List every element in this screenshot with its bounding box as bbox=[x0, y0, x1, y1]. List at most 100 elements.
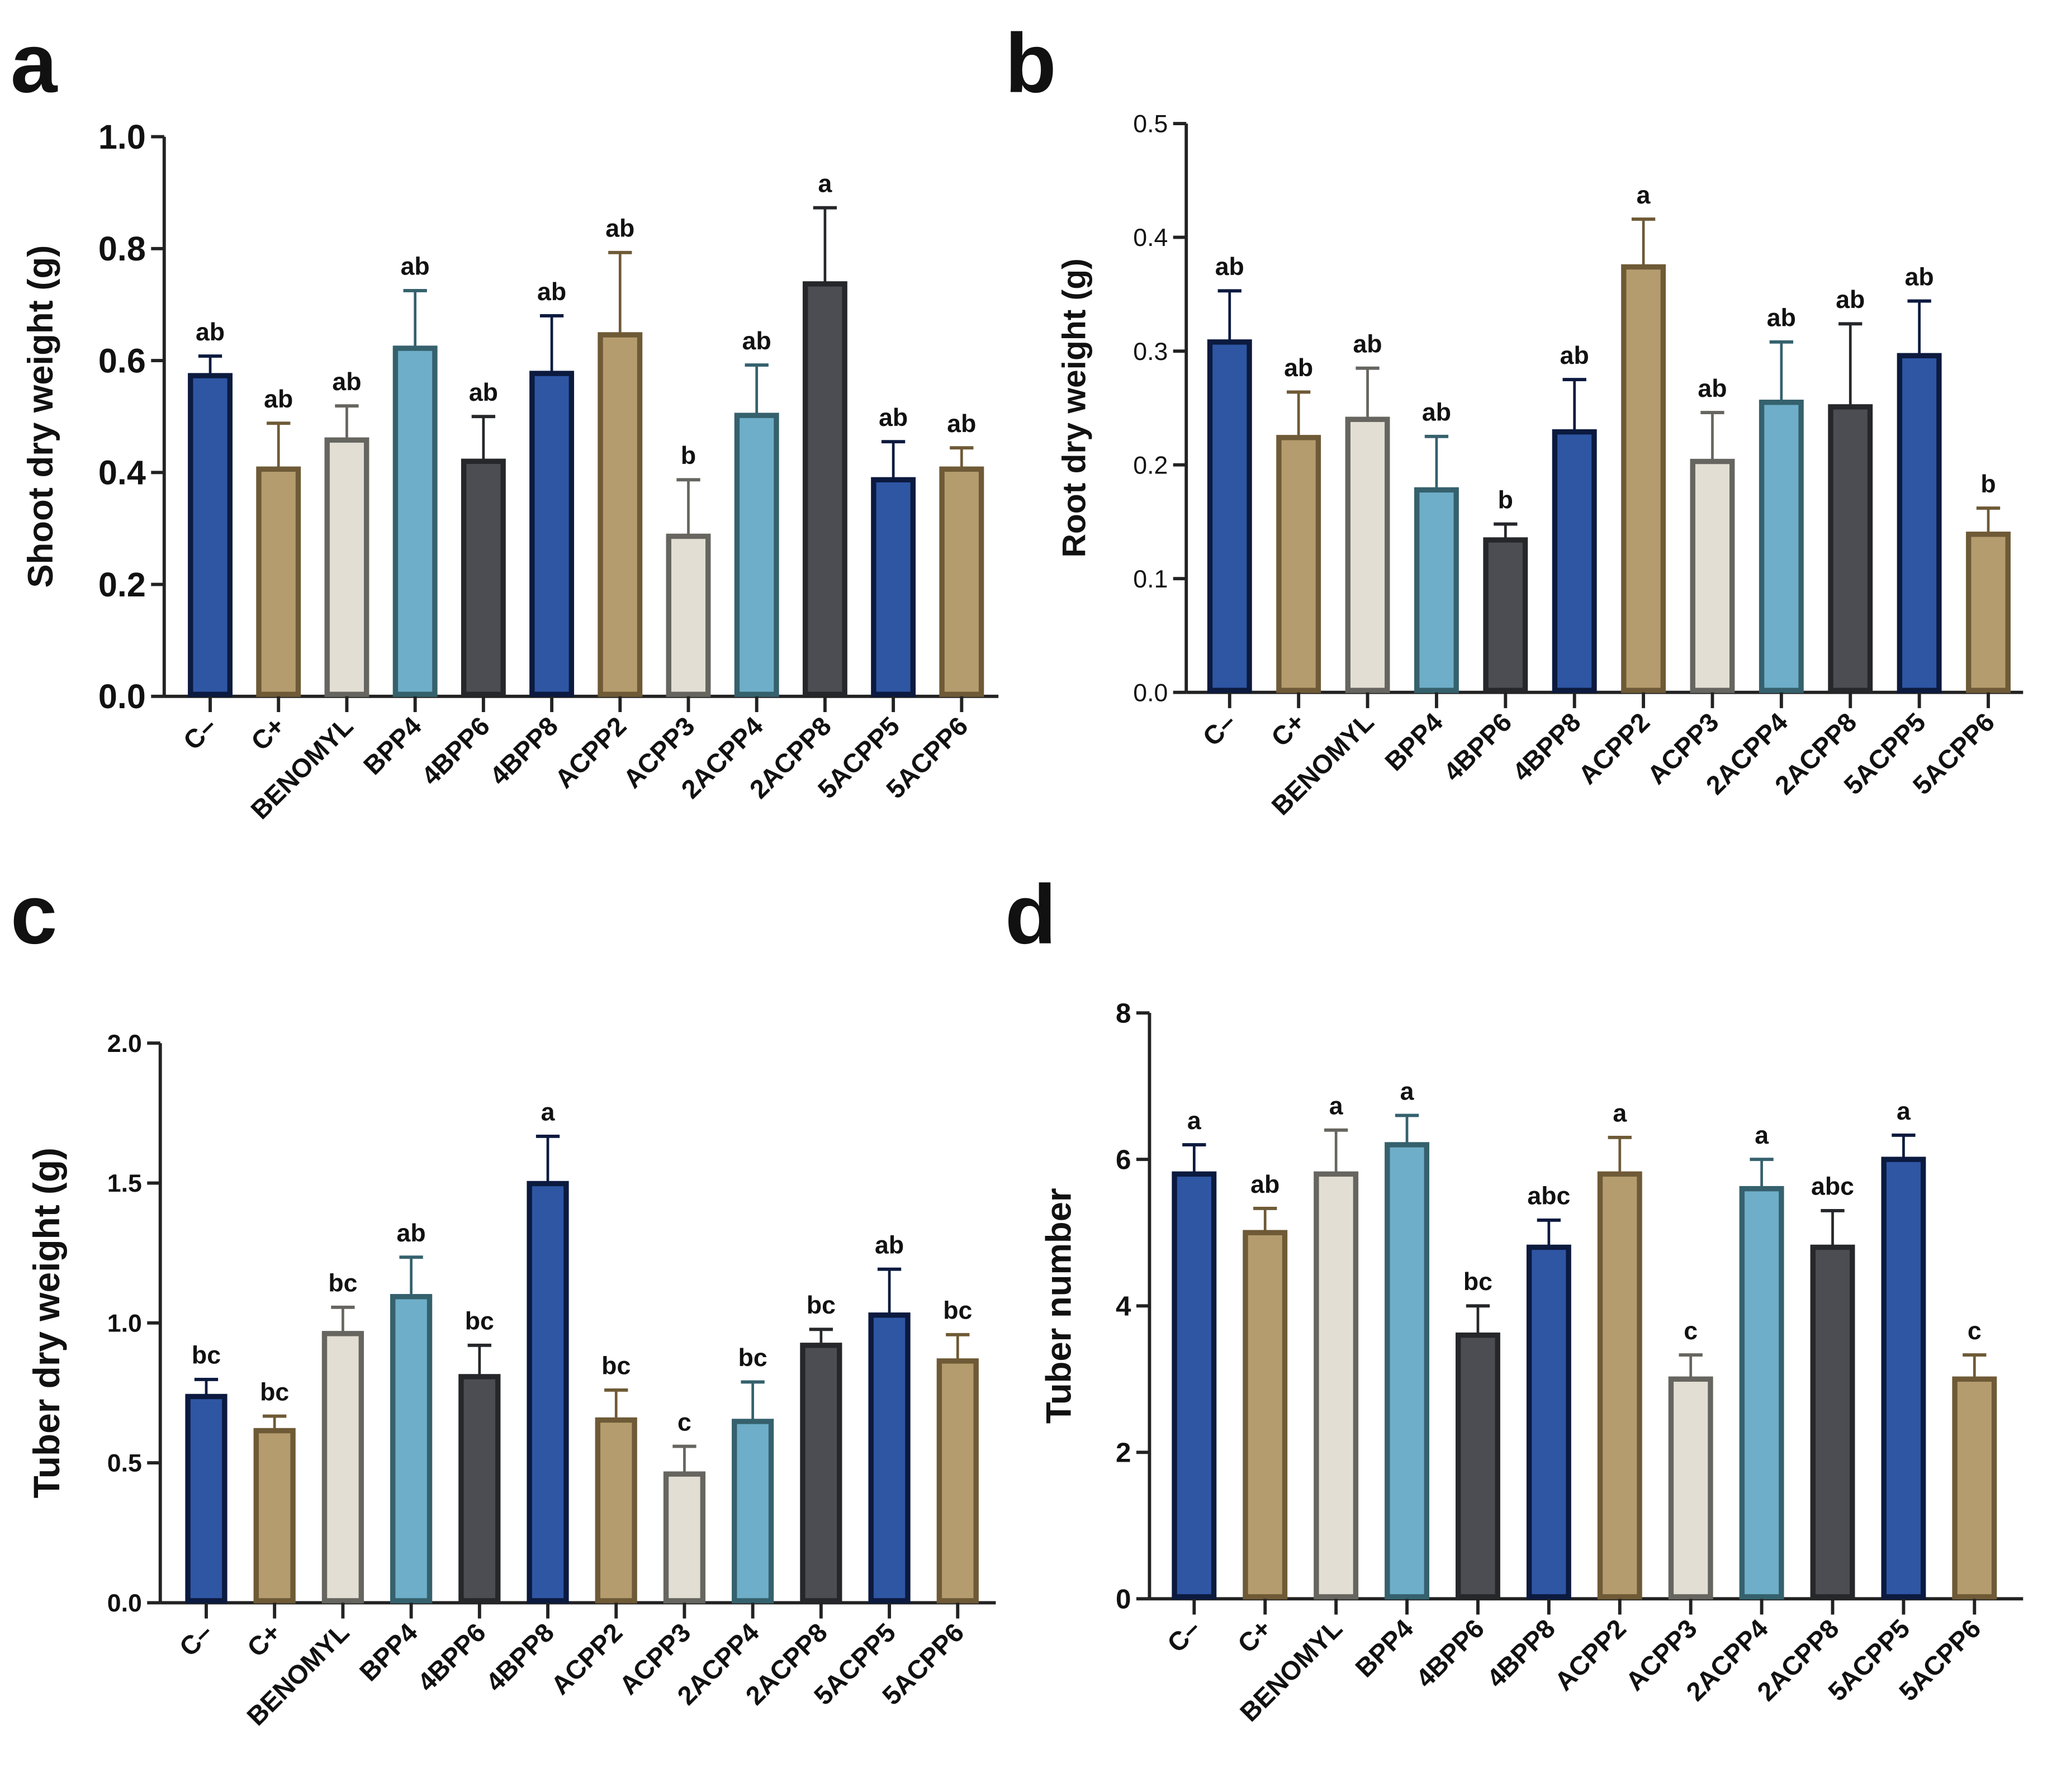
y-tick-label: 0.0 bbox=[98, 677, 146, 715]
significance-letter: ab bbox=[1836, 286, 1865, 314]
bar-2ACPP8 bbox=[800, 1343, 842, 1604]
significance-letter: ab bbox=[196, 319, 225, 346]
bar-2ACPP4 bbox=[732, 1419, 774, 1604]
x-tick-label: ACPP2 bbox=[1549, 1613, 1632, 1696]
significance-letter: bc bbox=[260, 1378, 289, 1406]
y-tick-label: 0.4 bbox=[1133, 224, 1168, 252]
significance-letter: bc bbox=[807, 1292, 836, 1319]
significance-letter: b bbox=[1498, 486, 1513, 514]
bar-5ACPP5 bbox=[1881, 1156, 1926, 1600]
significance-letter: ab bbox=[1284, 354, 1313, 382]
significance-letter: c bbox=[677, 1409, 691, 1436]
y-tick-label: 4 bbox=[1116, 1291, 1131, 1322]
bar-ACPP3 bbox=[666, 533, 711, 697]
bar-2ACPP8 bbox=[1810, 1244, 1855, 1600]
bar-2ACPP4 bbox=[734, 413, 779, 697]
bar-5ACPP6 bbox=[939, 466, 984, 697]
significance-letter: a bbox=[1755, 1122, 1769, 1149]
bar-4BPP6 bbox=[458, 1374, 501, 1604]
x-tick-label: 4BPP6 bbox=[411, 1617, 491, 1697]
significance-letter: a bbox=[541, 1099, 556, 1126]
y-tick-label: 1.5 bbox=[107, 1170, 142, 1197]
x-tick-label: C+ bbox=[245, 711, 291, 756]
significance-letter: bc bbox=[601, 1353, 631, 1380]
x-tick-label: ACPP2 bbox=[545, 1617, 628, 1700]
bar-ACPP2 bbox=[595, 1417, 637, 1604]
bar-ACPP3 bbox=[663, 1471, 706, 1604]
bar-BENOMYL bbox=[324, 437, 369, 697]
bar-5ACPP5 bbox=[868, 1312, 911, 1604]
bar-ACPP2 bbox=[1621, 264, 1666, 693]
bar-ACPP2 bbox=[598, 332, 643, 697]
bar-5ACPP5 bbox=[1897, 353, 1942, 693]
x-tick-label: ACPP2 bbox=[1572, 707, 1655, 790]
bar-BENOMYL bbox=[1345, 416, 1390, 693]
x-tick-label: C+ bbox=[1265, 707, 1310, 752]
bar-5ACPP6 bbox=[1952, 1376, 1997, 1600]
significance-letter: ab bbox=[1422, 399, 1451, 426]
significance-letter: ab bbox=[469, 379, 498, 406]
bar-5ACPP6 bbox=[1966, 532, 2011, 693]
y-tick-label: 1.0 bbox=[98, 118, 146, 156]
x-tick-label: C– bbox=[177, 711, 222, 756]
panel-letter: b bbox=[1005, 16, 1056, 110]
significance-letter: abc bbox=[1811, 1173, 1854, 1201]
y-tick-label: 0.4 bbox=[98, 454, 146, 492]
y-tick-label: 0.3 bbox=[1133, 338, 1168, 366]
chart-panel-c: c 0.0 0.5 1.0 1.5 2.0 Tuber dry weight (g) bc C–… bbox=[11, 867, 996, 1731]
bar-ACPP3 bbox=[1668, 1376, 1713, 1600]
panel-letter: a bbox=[11, 16, 58, 110]
significance-letter: b bbox=[681, 442, 696, 470]
bar-4BPP6 bbox=[461, 458, 506, 697]
significance-letter: a bbox=[1329, 1093, 1344, 1120]
panel-letter: c bbox=[11, 867, 58, 961]
x-tick-label: 4BPP6 bbox=[1410, 1613, 1490, 1693]
panel-letter: d bbox=[1005, 867, 1056, 961]
significance-letter: a bbox=[818, 170, 833, 198]
significance-letter: ab bbox=[879, 404, 908, 432]
y-tick-label: 0.5 bbox=[1133, 111, 1168, 138]
x-tick-label: 4BPP8 bbox=[1506, 707, 1586, 787]
x-tick-label: 4BPP8 bbox=[1481, 1613, 1561, 1693]
bar-2ACPP4 bbox=[1739, 1186, 1784, 1600]
bar-2ACPP8 bbox=[802, 281, 847, 697]
significance-letter: ab bbox=[332, 368, 361, 396]
y-tick-label: 0 bbox=[1116, 1584, 1131, 1615]
significance-letter: a bbox=[1613, 1100, 1627, 1127]
bar-BPP4 bbox=[390, 1294, 433, 1604]
bar-4BPP6 bbox=[1456, 1332, 1500, 1600]
significance-letter: ab bbox=[401, 253, 430, 281]
bar-5ACPP5 bbox=[871, 477, 916, 697]
significance-letter: a bbox=[1400, 1078, 1415, 1105]
significance-letter: c bbox=[1968, 1317, 1982, 1345]
bar-ACPP3 bbox=[1690, 458, 1735, 693]
bar-BPP4 bbox=[1385, 1142, 1430, 1600]
significance-letter: b bbox=[1980, 471, 1996, 498]
x-tick-label: C– bbox=[173, 1617, 218, 1662]
significance-letter: a bbox=[1637, 182, 1651, 209]
bar-BENOMYL bbox=[321, 1331, 364, 1604]
significance-letter: ab bbox=[1767, 305, 1796, 332]
y-axis-label: Shoot dry weight (g) bbox=[21, 245, 60, 588]
significance-letter: ab bbox=[1250, 1171, 1279, 1198]
bar-BENOMYL bbox=[1314, 1171, 1359, 1600]
bar-4BPP8 bbox=[527, 1181, 569, 1604]
x-tick-label: C– bbox=[1197, 707, 1241, 752]
significance-letter: bc bbox=[465, 1308, 494, 1335]
y-tick-label: 1.0 bbox=[107, 1310, 142, 1337]
y-axis-label: Tuber number bbox=[1039, 1188, 1078, 1424]
significance-letter: bc bbox=[328, 1270, 357, 1297]
significance-letter: abc bbox=[1527, 1183, 1570, 1210]
bar-BPP4 bbox=[1414, 487, 1459, 693]
significance-letter: ab bbox=[537, 278, 566, 306]
y-tick-label: 2.0 bbox=[107, 1030, 142, 1058]
bar-2ACPP4 bbox=[1759, 400, 1804, 693]
significance-letter: ab bbox=[1353, 330, 1382, 358]
x-tick-label: BPP4 bbox=[1349, 1613, 1419, 1682]
significance-letter: bc bbox=[192, 1342, 221, 1369]
significance-letter: ab bbox=[264, 386, 293, 413]
bar-C+ bbox=[1243, 1230, 1288, 1600]
bar-4BPP8 bbox=[1526, 1244, 1571, 1600]
bar-2ACPP8 bbox=[1828, 404, 1873, 693]
